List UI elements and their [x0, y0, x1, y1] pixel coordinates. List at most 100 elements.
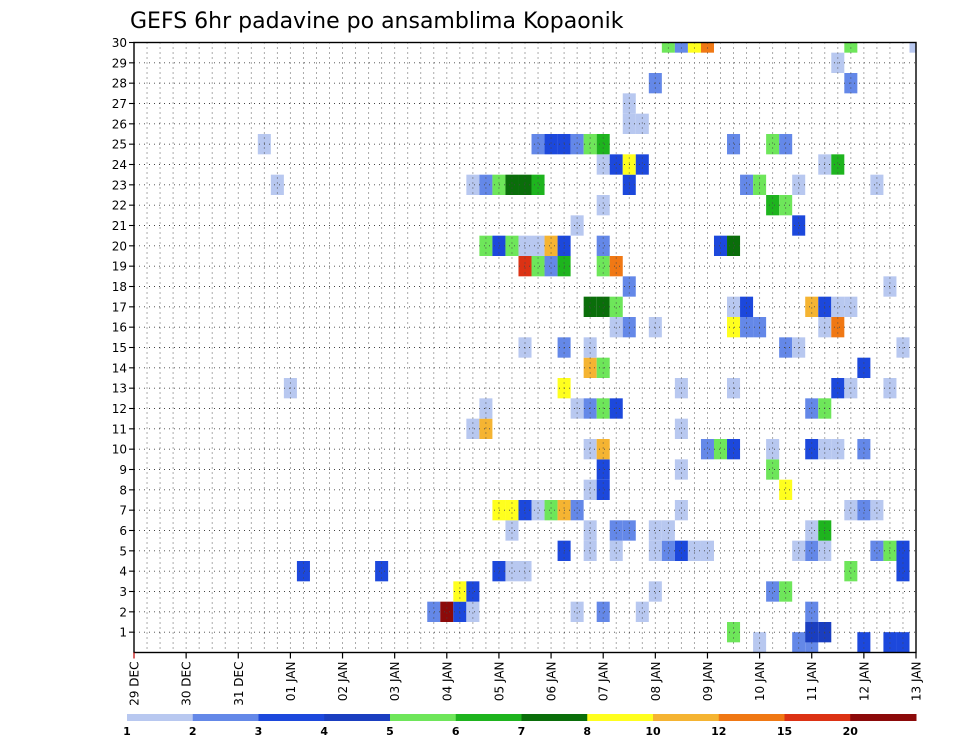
heatmap-cell: [870, 174, 884, 195]
x-tick-label: 09 JAN: [701, 662, 715, 702]
y-tick-label: 2: [119, 605, 127, 619]
heatmap-cell: [674, 500, 688, 521]
heatmap-cell: [779, 195, 793, 216]
heatmap-cell: [713, 439, 728, 460]
heatmap-cell: [648, 540, 662, 561]
y-tick-label: 28: [112, 77, 127, 91]
heatmap-cell: [609, 540, 623, 561]
x-tick-label: 08 JAN: [649, 662, 663, 702]
x-tick-label: 12 JAN: [857, 662, 871, 702]
x-tick-label: 04 JAN: [440, 662, 454, 702]
heatmap-cell: [779, 581, 793, 602]
heatmap-cell: [505, 500, 519, 521]
x-tick-label: 01 JAN: [284, 662, 298, 702]
heatmap-cell: [700, 540, 714, 561]
legend-swatch: [653, 714, 720, 721]
heatmap-cell: [466, 601, 480, 622]
heatmap-cell: [505, 520, 519, 541]
legend-swatch: [390, 714, 457, 721]
x-tick-label: 06 JAN: [545, 662, 559, 702]
heatmap-cell: [805, 296, 819, 317]
x-tick-label: 31 DEC: [232, 662, 246, 706]
y-tick-label: 18: [112, 280, 127, 294]
y-tick-label: 19: [112, 260, 127, 274]
heatmap-cell: [883, 632, 897, 653]
heatmap-cell: [727, 622, 741, 643]
heatmap-cell: [896, 540, 910, 561]
heatmap-cell: [583, 540, 597, 561]
heatmap-cell: [544, 500, 558, 521]
heatmap-cell: [492, 500, 506, 521]
heatmap-cell: [544, 235, 558, 256]
legend-threshold-label: 2: [189, 725, 197, 738]
y-tick-label: 22: [112, 199, 127, 213]
heatmap-cell: [479, 418, 493, 439]
y-tick-label: 4: [119, 565, 127, 579]
x-tick-label: 13 JAN: [910, 662, 924, 702]
heatmap-cell: [531, 235, 545, 256]
x-tick-label: 07 JAN: [597, 662, 611, 702]
heatmap-cell: [766, 134, 780, 155]
heatmap-cell: [635, 601, 649, 622]
heatmap-cell: [870, 540, 884, 561]
heatmap-cell: [609, 256, 623, 277]
heatmap-cell: [492, 235, 506, 256]
legend-threshold-label: 1: [123, 725, 131, 738]
x-tick-label: 29 DEC: [128, 662, 142, 706]
legend-swatch: [127, 714, 194, 721]
heatmap-cell: [635, 154, 649, 175]
y-tick-label: 6: [119, 524, 127, 538]
heatmap-cell: [492, 561, 506, 582]
heatmap-cell: [674, 540, 688, 561]
heatmap-cell: [427, 601, 441, 622]
heatmap-cell: [844, 296, 858, 317]
x-tick-label: 10 JAN: [753, 662, 767, 702]
heatmap-cell: [596, 296, 610, 317]
legend-swatch: [587, 714, 654, 721]
heatmap-cell: [896, 632, 910, 653]
y-tick-label: 21: [112, 219, 127, 233]
heatmap-cell: [596, 459, 610, 480]
heatmap-cell: [857, 439, 871, 460]
heatmap-cell: [805, 540, 819, 561]
heatmap-cell: [870, 500, 884, 521]
heatmap-cell: [674, 418, 688, 439]
heatmap-cell: [792, 540, 806, 561]
heatmap-cell: [544, 256, 558, 277]
y-tick-label: 25: [112, 138, 127, 152]
heatmap-cell: [661, 520, 675, 541]
x-tick-label: 11 JAN: [805, 662, 819, 702]
heatmap-cell: [674, 459, 688, 480]
legend-swatch: [850, 714, 917, 721]
heatmap-cell: [505, 561, 519, 582]
y-tick-label: 24: [112, 158, 127, 172]
legend-threshold-label: 8: [583, 725, 591, 738]
heatmap-cell: [661, 540, 675, 561]
heatmap-cell: [857, 500, 871, 521]
legend-threshold-label: 12: [711, 725, 726, 738]
heatmap-cell: [596, 256, 610, 277]
heatmap-cell: [740, 317, 754, 338]
heatmap-cell: [570, 134, 584, 155]
legend-swatch: [324, 714, 391, 721]
y-tick-label: 8: [119, 483, 127, 497]
heatmap-cell: [766, 581, 780, 602]
heatmap-cell: [466, 174, 480, 195]
y-tick-label: 12: [112, 402, 127, 416]
legend-swatch: [192, 714, 259, 721]
heatmap-cell: [479, 235, 493, 256]
heatmap-cell: [648, 317, 662, 338]
heatmap-cell: [583, 439, 597, 460]
heatmap-cell: [779, 134, 793, 155]
y-tick-label: 14: [112, 361, 127, 375]
heatmap-cell: [596, 195, 610, 216]
y-tick-label: 23: [112, 178, 127, 192]
heatmap-cell: [296, 561, 310, 582]
y-tick-label: 1: [119, 626, 127, 640]
heatmap-cell: [505, 235, 519, 256]
heatmap-cell: [596, 479, 610, 500]
y-tick-label: 7: [119, 504, 127, 518]
y-tick-label: 26: [112, 117, 127, 131]
legend-threshold-label: 7: [518, 725, 526, 738]
heatmap-cell: [596, 134, 610, 155]
